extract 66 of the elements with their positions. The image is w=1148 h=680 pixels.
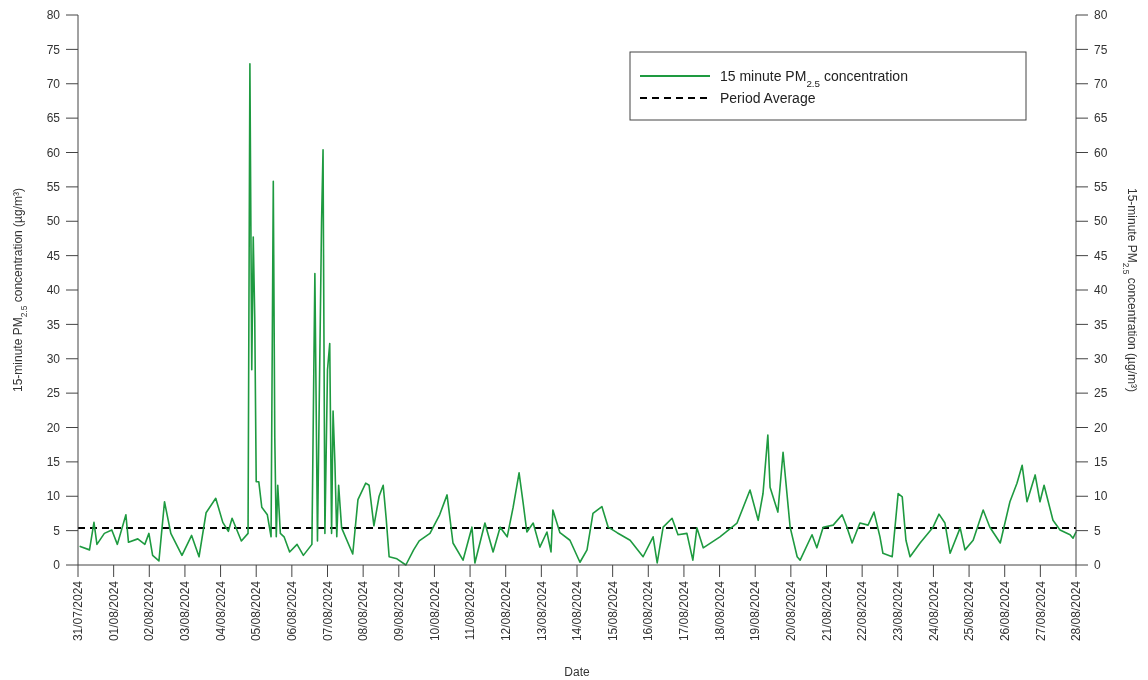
x-tick-label: 11/08/2024 (463, 580, 478, 641)
y-tick-label: 0 (53, 558, 61, 573)
y-tick-label: 30 (46, 351, 61, 366)
y-tick-label: 20 (46, 420, 61, 435)
x-tick-label: 08/08/2024 (356, 580, 371, 642)
y2-tick-label: 30 (1094, 351, 1108, 366)
y2-tick-label: 25 (1094, 386, 1108, 401)
x-tick-label: 28/08/2024 (1069, 580, 1084, 642)
y-tick-label: 55 (46, 180, 61, 195)
x-tick-label: 17/08/2024 (677, 580, 692, 642)
y2-tick-label: 0 (1094, 558, 1101, 573)
x-tick-label: 15/08/2024 (605, 580, 620, 642)
legend-label: 15 minute PM$_{2.5}$ concentration (720, 67, 908, 89)
x-tick-label: 26/08/2024 (997, 580, 1012, 642)
y-tick-label: 65 (46, 111, 61, 126)
x-tick-label: 01/08/2024 (106, 580, 121, 642)
legend-label: Period Average (720, 89, 816, 106)
y-tick-label: 50 (46, 214, 61, 229)
x-tick-label: 14/08/2024 (570, 580, 585, 642)
y2-tick-label: 40 (1094, 283, 1108, 298)
x-tick-label: 27/08/2024 (1033, 580, 1048, 642)
y-tick-label: 25 (46, 386, 61, 401)
y2-tick-label: 10 (1094, 489, 1108, 504)
x-tick-label: 18/08/2024 (712, 580, 727, 642)
y2-tick-label: 5 (1094, 523, 1101, 538)
x-tick-label: 02/08/2024 (142, 580, 157, 642)
y2-tick-label: 55 (1094, 180, 1108, 195)
y-tick-label: 15 (46, 455, 61, 470)
y-tick-label: 35 (46, 317, 61, 332)
x-tick-label: 16/08/2024 (641, 580, 656, 642)
y2-tick-label: 60 (1094, 145, 1108, 160)
x-tick-label: 20/08/2024 (784, 580, 799, 642)
y2-tick-label: 65 (1094, 111, 1108, 126)
y-tick-label: 80 (46, 8, 61, 23)
x-tick-label: 22/08/2024 (855, 580, 870, 642)
y2-tick-label: 80 (1094, 8, 1108, 23)
y2-tick-label: 20 (1094, 420, 1108, 435)
x-tick-label: 31/07/2024 (71, 580, 86, 642)
x-tick-label: 09/08/2024 (391, 580, 406, 642)
x-tick-label: 06/08/2024 (285, 580, 300, 642)
y2-tick-label: 75 (1094, 42, 1108, 57)
y-tick-label: 60 (46, 145, 61, 160)
x-tick-label: 23/08/2024 (890, 580, 905, 642)
x-tick-label: 24/08/2024 (926, 580, 941, 642)
x-tick-label: 10/08/2024 (427, 580, 442, 642)
x-tick-label: 12/08/2024 (498, 580, 513, 642)
y-tick-label: 45 (46, 248, 61, 263)
x-tick-label: 05/08/2024 (249, 580, 264, 642)
x-tick-label: 04/08/2024 (213, 580, 228, 642)
x-tick-label: 19/08/2024 (748, 580, 763, 642)
y2-tick-label: 70 (1094, 76, 1108, 91)
y2-tick-label: 50 (1094, 214, 1108, 229)
y-tick-label: 10 (46, 489, 61, 504)
y2-tick-label: 35 (1094, 317, 1108, 332)
x-tick-label: 13/08/2024 (534, 580, 549, 642)
x-tick-label: 03/08/2024 (178, 580, 193, 642)
y-tick-label: 70 (46, 76, 61, 91)
y2-tick-label: 15 (1094, 455, 1108, 470)
x-axis-title: Date (564, 665, 590, 679)
x-tick-label: 21/08/2024 (819, 580, 834, 642)
y-tick-label: 5 (53, 523, 61, 538)
y-tick-label: 75 (46, 42, 61, 57)
y-tick-label: 40 (46, 283, 61, 298)
x-tick-label: 25/08/2024 (962, 580, 977, 642)
x-tick-label: 07/08/2024 (320, 580, 335, 642)
y2-tick-label: 45 (1094, 248, 1108, 263)
